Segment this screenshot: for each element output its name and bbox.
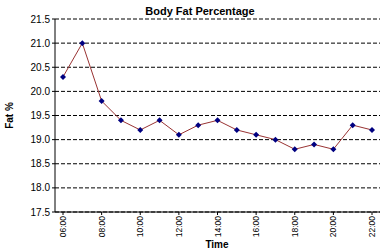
x-tick: [294, 212, 295, 215]
data-point: [195, 122, 201, 128]
data-point: [311, 141, 317, 147]
data-point: [60, 74, 66, 80]
grid-line: [55, 115, 380, 116]
grid-line: [55, 67, 380, 68]
y-tick-label: 18.5: [31, 158, 51, 169]
data-point: [272, 137, 278, 143]
y-tick-label: 20.5: [31, 62, 51, 73]
x-tick-label: 08:00: [97, 216, 107, 238]
data-point: [253, 132, 259, 138]
x-tick: [63, 212, 64, 215]
data-point: [234, 127, 240, 133]
x-axis-label: Time: [205, 239, 229, 250]
chart-root: Body Fat Percentage 17.5 18.0 18.5 19.0 19.5 2…: [0, 0, 387, 251]
x-tick-label: 20:00: [328, 216, 338, 238]
data-point: [157, 117, 163, 123]
x-tick-label: 14:00: [213, 216, 223, 238]
chart: Body Fat Percentage 17.5 18.0 18.5 19.0 19.5 2…: [0, 0, 387, 251]
x-tick-label: 06:00: [58, 216, 68, 238]
grid-line: [55, 139, 380, 140]
x-tick-label: 16:00: [251, 216, 261, 238]
grid-line: [55, 187, 380, 188]
x-tick: [372, 212, 373, 215]
grid-line: [55, 19, 380, 20]
x-tick: [256, 212, 257, 215]
y-tick-label: 18.0: [31, 182, 51, 193]
grid-line: [55, 163, 380, 164]
y-tick-label: 19.5: [31, 110, 51, 121]
data-point: [137, 127, 143, 133]
x-tick-label: 10:00: [135, 216, 145, 238]
y-axis: [55, 19, 56, 212]
x-tick: [140, 212, 141, 215]
x-tick: [101, 212, 102, 215]
grid-line: [55, 91, 380, 92]
series-line: [63, 43, 372, 149]
data-point: [330, 146, 336, 152]
data-point: [215, 117, 221, 123]
y-tick-label: 17.5: [31, 207, 51, 218]
x-tick-label: 12:00: [174, 216, 184, 238]
data-point: [118, 117, 124, 123]
x-tick: [217, 212, 218, 215]
plot-area: [60, 40, 375, 152]
data-point: [176, 132, 182, 138]
y-tick-label: 20.0: [31, 86, 51, 97]
data-point: [369, 127, 375, 133]
x-tick: [333, 212, 334, 215]
title: Body Fat Percentage: [145, 5, 254, 17]
x-tick-label: 22:00: [367, 216, 377, 238]
data-point: [350, 122, 356, 128]
y-tick-label: 21.5: [31, 14, 51, 25]
data-point: [292, 146, 298, 152]
x-tick-label: 18:00: [290, 216, 300, 238]
y-tick-label: 21.0: [31, 38, 51, 49]
y-axis-label: Fat %: [4, 102, 15, 129]
y-tick-label: 19.0: [31, 134, 51, 145]
data-point: [79, 40, 85, 46]
x-tick: [178, 212, 179, 215]
data-point: [99, 98, 105, 104]
grid-line: [55, 43, 380, 44]
